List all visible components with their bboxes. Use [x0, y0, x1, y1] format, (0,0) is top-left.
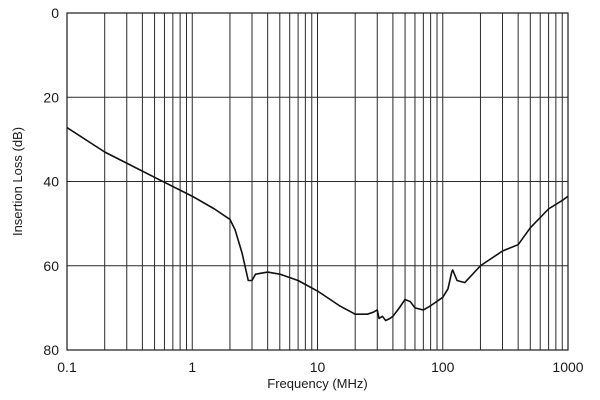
x-tick-labels: 0.1 1 10 100 1000	[57, 359, 584, 375]
y-tick-label: 0	[51, 5, 59, 21]
y-tick-labels: 0 20 40 60 80	[43, 5, 59, 358]
x-tick-label: 0.1	[57, 359, 77, 375]
y-tick-label: 80	[43, 342, 59, 358]
plot-frame	[66, 12, 569, 351]
x-tick-label: 10	[310, 359, 326, 375]
x-tick-label: 1000	[552, 359, 583, 375]
grid	[67, 13, 568, 350]
y-tick-label: 60	[43, 258, 59, 274]
series-layer	[66, 126, 569, 322]
y-tick-label: 20	[43, 89, 59, 105]
x-axis-title: Frequency (MHz)	[267, 376, 367, 391]
insertion-loss-curve	[66, 126, 569, 322]
y-tick-label: 40	[43, 174, 59, 190]
x-tick-label: 1	[188, 359, 196, 375]
y-axis-title: Insertion Loss (dB)	[10, 127, 25, 236]
x-tick-label: 100	[431, 359, 455, 375]
